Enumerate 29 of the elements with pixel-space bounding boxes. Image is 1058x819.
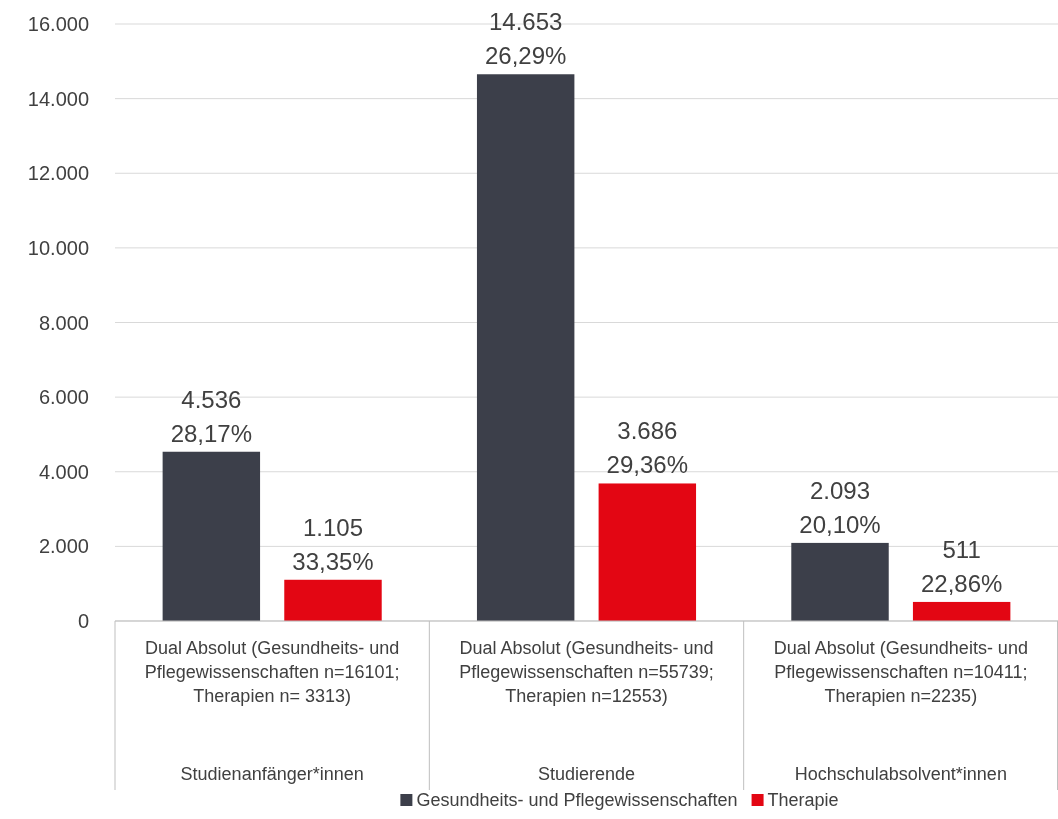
y-tick-label: 0: [77, 610, 89, 632]
x-tick-label: Studierende: [537, 764, 636, 784]
text: Dual Absolut (Gesundheits- und Pflegewissenschaften n=10411; Therapien n=2235): [773, 638, 1028, 706]
text: Dual Absolut (Gesundheits- und Pflegewissenschaften n=16101; Therapien n= 3313): [144, 638, 400, 706]
legend-label: Gesundheits- und Pflegewissenschaften: [416, 790, 738, 810]
data-label: 511 22,86%: [920, 535, 1003, 597]
bar: [476, 74, 575, 621]
y-tick-label: 2.000: [38, 535, 89, 558]
bar: [598, 483, 697, 621]
y-tick-label: 8.000: [38, 311, 89, 334]
data-label: 2.093 20,10%: [799, 476, 881, 538]
data-label: 4.536 28,17%: [170, 385, 253, 447]
y-tick-label: 6.000: [38, 386, 89, 409]
x-tick-label: Hochschulabsolvent*innen: [794, 764, 1007, 784]
text: Dual Absolut (Gesundheits- und Pflegewissenschaften n=55739; Therapien n=12553): [459, 638, 714, 706]
data-label: 3.686 29,36%: [606, 417, 689, 479]
y-tick-label: 10.000: [27, 236, 89, 259]
bar: [284, 579, 382, 621]
y-tick-label: 12.000: [27, 162, 89, 185]
y-tick-label: 4.000: [38, 460, 89, 483]
data-label: 1.105 33,35%: [292, 513, 374, 575]
y-tick-label: 16.000: [27, 13, 89, 35]
y-tick-label: 14.000: [27, 87, 89, 110]
bar: [162, 451, 261, 621]
bar: [791, 542, 889, 621]
bar: [912, 601, 1011, 621]
x-tick-label: Studienanfänger*innen: [180, 764, 364, 784]
data-label: 14.653 26,29%: [484, 8, 567, 70]
legend-label: Therapie: [767, 790, 839, 810]
